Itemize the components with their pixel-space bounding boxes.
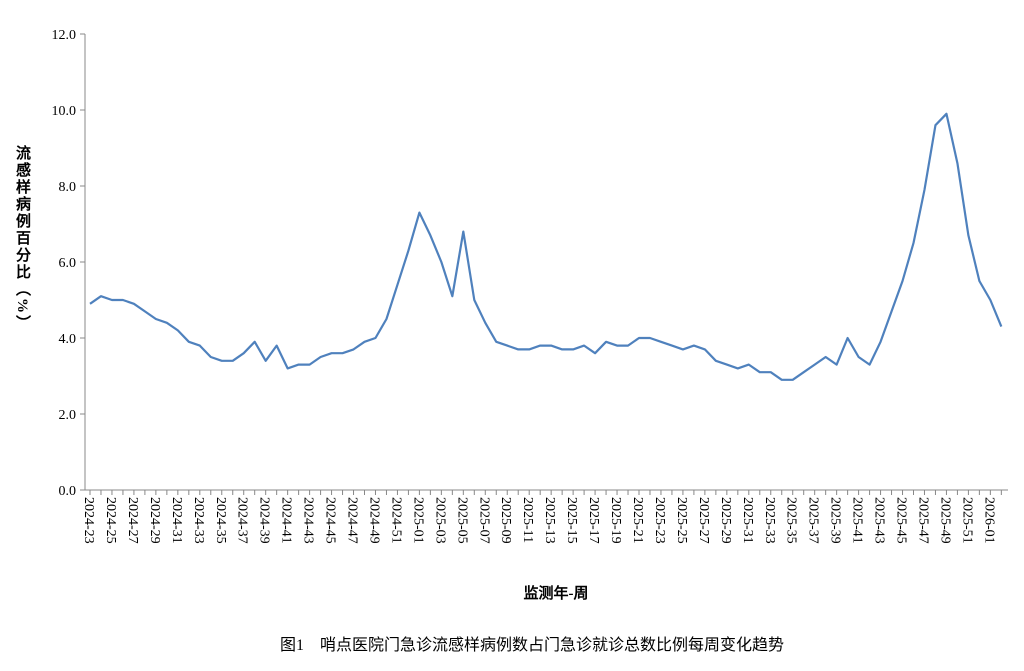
x-tick-label: 2024-51 (388, 497, 403, 544)
x-tick-label: 2025-17 (586, 497, 601, 544)
caption: 图1 哨点医院门急诊流感样病例数占门急诊就诊总数比例每周变化趋势 (280, 636, 784, 654)
x-tick-label: 2025-43 (872, 497, 887, 544)
x-tick-label: 2024-49 (366, 497, 381, 544)
y-tick-label: 2.0 (59, 408, 77, 423)
x-tick-label: 2025-33 (762, 497, 777, 544)
x-tick-label: 2025-37 (806, 497, 821, 544)
x-tick-label: 2025-07 (476, 497, 491, 544)
x-tick-label: 2024-23 (81, 497, 96, 544)
x-tick-label: 2025-13 (542, 497, 557, 544)
x-tick-label: 2025-15 (564, 497, 579, 544)
x-tick-label: 2025-05 (454, 497, 469, 544)
x-tick-label: 2025-03 (432, 497, 447, 544)
y-tick-label: 0.0 (59, 484, 77, 499)
x-tick-label: 2025-31 (740, 497, 755, 544)
line (89, 112, 1003, 381)
x-tick-label: 2025-21 (630, 497, 645, 544)
x-axis-title: 监测年-周 (524, 584, 589, 602)
x-tick-label: 2024-41 (279, 497, 294, 544)
x-tick-label: 2025-25 (674, 497, 689, 544)
x-tick-label: 2025-01 (410, 497, 425, 544)
x-tick-label: 2026-01 (981, 497, 996, 544)
x-tick-label: 2025-51 (959, 497, 974, 544)
y-axis-title: 流感样病例百分比（%） (14, 144, 32, 332)
y-tick-label: 10.0 (52, 104, 77, 119)
x-tick-label: 2025-39 (828, 497, 843, 544)
x-tick-label: 2025-09 (498, 497, 513, 544)
x-tick-label: 2024-33 (191, 497, 206, 544)
x-tick-label: 2025-19 (608, 497, 623, 544)
x-tick-label: 2024-47 (345, 497, 360, 544)
x-tick-label: 2025-47 (915, 497, 930, 544)
y-tick-label: 8.0 (59, 180, 77, 195)
x-tick-label: 2025-49 (937, 497, 952, 544)
x-tick-label: 2024-27 (125, 497, 140, 544)
y-tick-label: 6.0 (59, 256, 77, 271)
x-tick-label: 2025-27 (696, 497, 711, 544)
x-tick-label: 2024-35 (213, 497, 228, 544)
y-tick-label: 12.0 (52, 28, 77, 43)
x-tick-label: 2024-45 (323, 497, 338, 544)
y-tick-label: 4.0 (59, 332, 77, 347)
x-tick-label: 2024-29 (147, 497, 162, 544)
x-tick-label: 2024-39 (257, 497, 272, 544)
x-tick-label: 2025-23 (652, 497, 667, 544)
x-tick-label: 2024-25 (103, 497, 118, 544)
x-tick-label: 2025-45 (894, 497, 909, 544)
x-tick-label: 2024-31 (169, 497, 184, 544)
x-tick-label: 2024-43 (301, 497, 316, 544)
x-tick-label: 2025-41 (850, 497, 865, 544)
x-tick-label: 2025-29 (718, 497, 733, 544)
x-tick-label: 2025-11 (520, 497, 535, 543)
x-tick-label: 2025-35 (784, 497, 799, 544)
x-tick-label: 2024-37 (235, 497, 250, 544)
